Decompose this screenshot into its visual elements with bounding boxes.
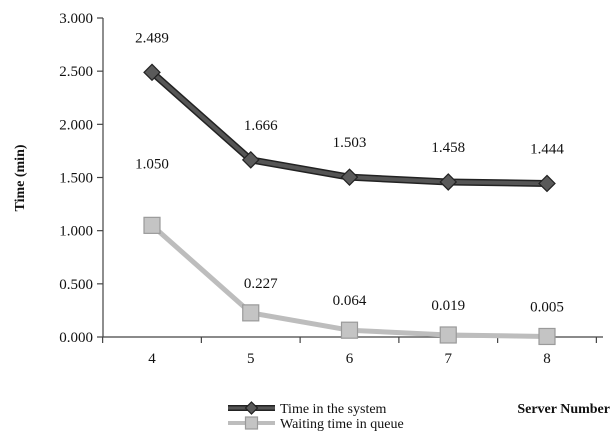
- data-point-diamond: [143, 63, 161, 82]
- data-label: 0.019: [431, 298, 465, 314]
- data-point-square: [538, 327, 556, 346]
- y-tick-label: 1.000: [59, 224, 93, 240]
- series-line: [149, 222, 550, 339]
- y-tick-label: 0.500: [59, 277, 93, 293]
- y-tick-label: 2.500: [59, 64, 93, 80]
- legend-marker-square: [244, 416, 259, 430]
- data-label: 0.005: [530, 299, 564, 315]
- data-label: 2.489: [135, 30, 169, 46]
- series-waiting-time: [143, 216, 556, 346]
- legend-item-time-in-system: Time in the system: [228, 401, 387, 417]
- x-tick-label: 7: [445, 351, 453, 367]
- data-point-square: [340, 321, 359, 339]
- data-label: 1.666: [244, 118, 278, 134]
- legend-marker-diamond: [244, 401, 259, 415]
- y-axis-title: Time (min): [13, 144, 28, 211]
- y-tick-label: 2.000: [59, 117, 93, 133]
- data-point-square: [143, 216, 161, 234]
- legend-item-waiting-time: Waiting time in queue: [228, 416, 404, 432]
- data-point-diamond: [241, 151, 260, 169]
- data-point-diamond: [439, 173, 458, 191]
- data-labels: 2.489 1.666 1.503 1.458 1.444 1.050 0.227 0.064…: [135, 30, 564, 315]
- legend-label: Time in the system: [280, 402, 387, 417]
- data-label: 0.227: [244, 276, 278, 292]
- data-label: 1.050: [135, 156, 169, 172]
- y-tick-label: 0.000: [59, 330, 93, 346]
- x-tick-label: 6: [346, 351, 354, 367]
- x-tick-label: 8: [543, 351, 551, 367]
- data-point-square: [439, 326, 457, 344]
- axes: 0.000 0.500 1.000 1.500 2.000 2.500 3.000 4 5 6 7 8: [59, 11, 603, 367]
- x-axis-title: Server Number: [517, 402, 610, 417]
- data-label: 1.444: [530, 141, 564, 157]
- legend-label: Waiting time in queue: [280, 417, 404, 432]
- y-tick-label: 3.000: [59, 11, 93, 27]
- data-point-diamond: [340, 168, 359, 187]
- x-tick-label: 5: [247, 351, 255, 367]
- data-label: 1.458: [431, 140, 465, 156]
- data-label: 1.503: [333, 135, 367, 151]
- series-time-in-system: [143, 63, 556, 193]
- x-tick-label: 4: [148, 351, 156, 367]
- data-point-diamond: [538, 174, 556, 193]
- data-label: 0.064: [333, 293, 367, 309]
- series-line-outline: [148, 68, 551, 187]
- data-point-square: [242, 304, 260, 322]
- y-tick-label: 1.500: [59, 171, 93, 187]
- series-layer: [143, 63, 556, 346]
